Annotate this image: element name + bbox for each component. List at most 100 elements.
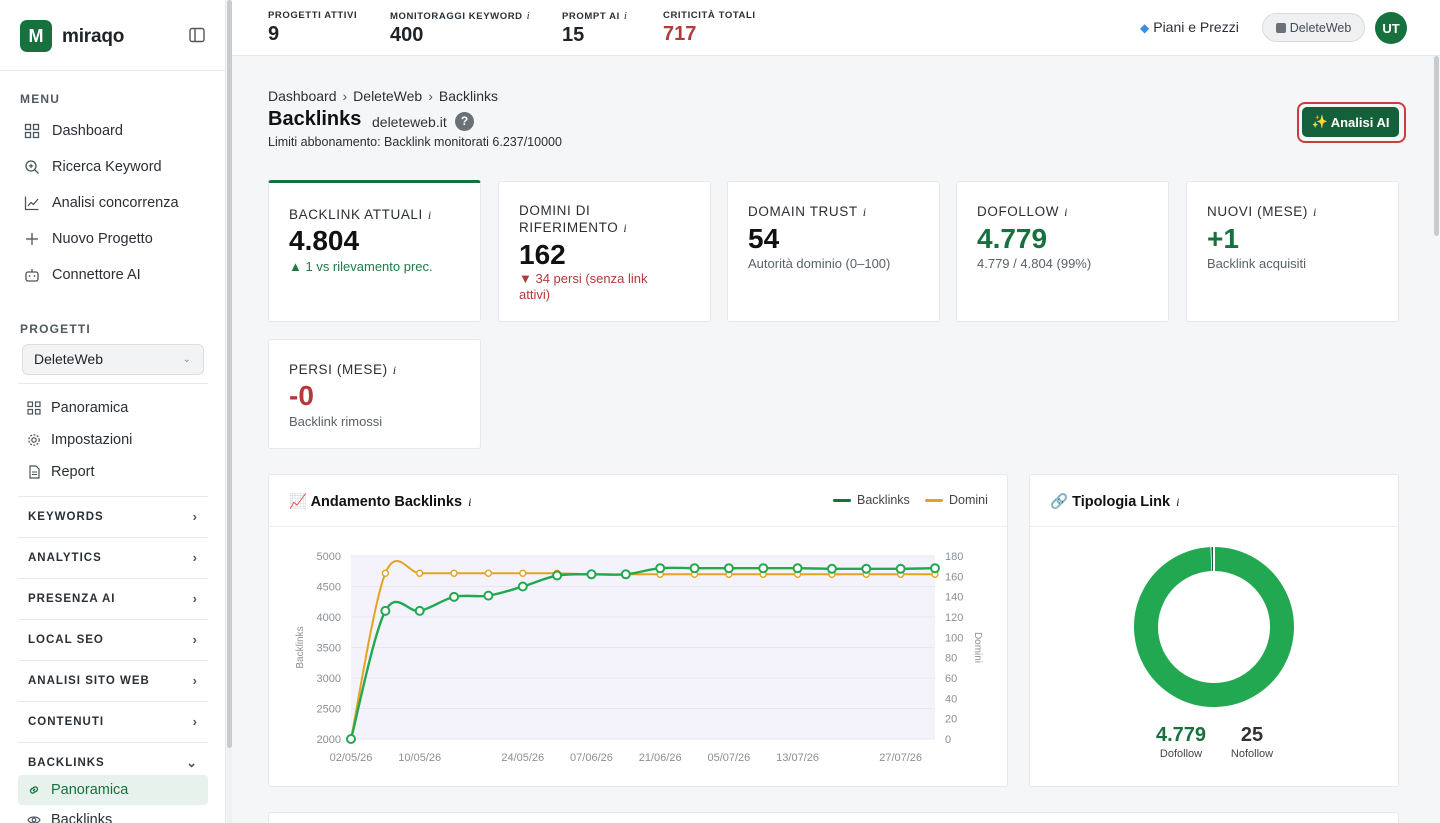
group-label: LOCAL SEO — [28, 633, 104, 646]
backlinks-link-label: Backlinks — [51, 812, 113, 823]
backlinks-line-chart[interactable]: 2000 2500 3000 3500 4000 4500 5000 0 20 40 60 80 100… — [269, 527, 1007, 785]
data-point-backlinks — [792, 563, 803, 574]
sidebar-toggle-icon[interactable] — [188, 26, 206, 44]
kpi-value: 4.804 — [289, 225, 360, 256]
dofollow-stat: 4.779 Dofollow — [1148, 724, 1214, 760]
stat-prompt-ai: PROMPT AI i 15 — [562, 10, 627, 47]
group-presenza-ai[interactable]: PRESENZA AI › — [18, 578, 208, 618]
dofollow-label: Dofollow — [1159, 748, 1203, 760]
y2-tick-label: 80 — [945, 653, 957, 665]
x-tick-label: 24/05/26 — [501, 752, 544, 764]
page-domain: deleteweb.it — [372, 114, 447, 130]
group-label: BACKLINKS — [28, 756, 105, 769]
grid-icon — [24, 123, 40, 139]
nav-item-label: Ricerca Keyword — [52, 159, 162, 175]
nofollow-stat: 25 Nofollow — [1222, 724, 1282, 760]
project-link-label: Report — [51, 464, 95, 480]
kpi-value: 4.779 — [977, 223, 1048, 254]
data-point-backlinks — [758, 563, 769, 574]
kpi-value: 54 — [748, 223, 780, 254]
y-tick-label: 5000 — [317, 551, 341, 563]
group-backlinks[interactable]: BACKLINKS ⌄ — [18, 742, 208, 782]
help-icon[interactable]: ? — [455, 112, 474, 131]
info-icon[interactable]: i — [427, 208, 432, 222]
info-icon[interactable]: i — [1312, 205, 1317, 219]
project-link-report[interactable]: Report — [18, 457, 208, 487]
breadcrumb-item-current: Backlinks — [438, 88, 498, 104]
plans-link[interactable]: ◆ Piani e Prezzi — [1140, 19, 1239, 35]
breadcrumb-item-dashboard[interactable]: Dashboard — [268, 88, 337, 104]
analisi-ai-button[interactable]: ✨ Analisi AI — [1302, 107, 1399, 137]
kpi-domain-trust[interactable]: DOMAIN TRUST i 54 Autorità dominio (0–100… — [727, 181, 940, 322]
info-icon[interactable]: i — [468, 495, 472, 509]
info-icon[interactable]: i — [1064, 205, 1068, 219]
info-icon[interactable]: i — [862, 205, 867, 219]
group-local-seo[interactable]: LOCAL SEO › — [18, 619, 208, 659]
info-icon[interactable]: i — [392, 363, 397, 377]
logo-icon[interactable]: M — [20, 20, 52, 52]
info-icon[interactable]: i — [623, 221, 627, 235]
scrollbar-thumb[interactable] — [227, 0, 232, 748]
info-icon[interactable]: i — [1176, 495, 1180, 509]
group-keywords[interactable]: KEYWORDS › — [18, 496, 208, 536]
info-icon[interactable]: i — [623, 10, 628, 22]
kpi-backlink-attuali[interactable]: BACKLINK ATTUALI i 4.804 ▲ 1 vs rilevamen… — [268, 180, 481, 322]
panel-title: 📈 Andamento Backlinks i — [289, 494, 472, 510]
group-contenuti[interactable]: CONTENUTI › — [18, 701, 208, 741]
data-point-backlinks — [346, 734, 356, 744]
group-label: ANALISI SITO WEB — [28, 674, 150, 687]
group-label: CONTENUTI — [28, 715, 105, 728]
kpi-persi-mese[interactable]: PERSI (MESE) i -0 Backlink rimossi — [268, 339, 481, 449]
breadcrumb-item-project[interactable]: DeleteWeb — [353, 88, 423, 104]
kpi-label: DOMINI DI RIFERIMENTO i — [519, 203, 627, 235]
brand-name[interactable]: miraqo — [62, 26, 125, 47]
kpi-delta: ▼ 34 persi (senza link attivi) — [519, 271, 648, 302]
legend-item-backlinks[interactable]: Backlinks — [833, 493, 910, 507]
page-scrollbar[interactable] — [1433, 56, 1440, 823]
kpi-value: 162 — [519, 239, 566, 270]
stat-monitoraggi-keyword: MONITORAGGI KEYWORD i 400 — [390, 10, 530, 47]
link-icon — [27, 783, 41, 797]
y2-tick-label: 100 — [945, 632, 963, 644]
backlinks-link-backlinks[interactable]: Backlinks — [18, 805, 208, 823]
legend-item-domini[interactable]: Domini — [925, 493, 988, 507]
project-select[interactable]: DeleteWeb ⌄ — [22, 344, 204, 375]
account-switcher-button[interactable]: DeleteWeb — [1262, 13, 1365, 42]
project-link-panoramica[interactable]: Panoramica — [18, 393, 208, 423]
stat-label: CRITICITÀ TOTALI — [663, 10, 756, 21]
stat-label: PROGETTI ATTIVI — [268, 10, 358, 21]
nav-item-ricerca-keyword[interactable]: Ricerca Keyword — [20, 152, 210, 182]
link-type-donut-chart[interactable] — [1030, 527, 1398, 727]
data-point-backlinks — [449, 591, 460, 602]
nav-item-nuovo-progetto[interactable]: Nuovo Progetto — [20, 224, 210, 254]
y-tick-label: 4000 — [317, 612, 341, 624]
nav-item-analisi-concorrenza[interactable]: Analisi concorrenza — [20, 188, 210, 218]
nav-item-dashboard[interactable]: Dashboard — [20, 116, 210, 146]
group-label: ANALYTICS — [28, 551, 102, 564]
project-link-label: Impostazioni — [51, 432, 133, 448]
kpi-nuovi-mese[interactable]: NUOVI (MESE) i +1 Backlink acquisiti — [1186, 181, 1399, 322]
project-link-impostazioni[interactable]: Impostazioni — [18, 425, 208, 455]
data-point-backlinks — [552, 570, 563, 581]
panel-title: 🔗 Tipologia Link i — [1050, 494, 1180, 510]
nofollow-label: Nofollow — [1230, 748, 1274, 760]
group-analytics[interactable]: ANALYTICS › — [18, 537, 208, 577]
backlinks-link-panoramica[interactable]: Panoramica — [18, 775, 208, 805]
y2-tick-label: 60 — [945, 673, 957, 685]
nav-item-connettore-ai[interactable]: Connettore AI — [20, 260, 210, 290]
account-label: DeleteWeb — [1289, 20, 1352, 35]
kpi-domini-riferimento[interactable]: DOMINI DI RIFERIMENTO i 162 ▼ 34 persi (s… — [498, 181, 711, 322]
scrollbar-thumb[interactable] — [1434, 56, 1439, 236]
info-icon[interactable]: i — [526, 10, 531, 22]
group-analisi-sito-web[interactable]: ANALISI SITO WEB › — [18, 660, 208, 700]
breadcrumb-separator: › — [428, 88, 433, 104]
avatar[interactable]: UT — [1375, 12, 1407, 44]
y-tick-label: 3000 — [317, 673, 341, 685]
data-point-backlinks — [723, 563, 734, 574]
data-point-backlinks — [414, 605, 425, 616]
stat-value: 15 — [562, 24, 585, 46]
data-point-backlinks — [380, 605, 391, 616]
y2-axis-label: Domini — [972, 632, 983, 663]
kpi-dofollow[interactable]: DOFOLLOW i 4.779 4.779 / 4.804 (99%) — [956, 181, 1169, 322]
sidebar-scrollbar[interactable] — [227, 0, 232, 823]
